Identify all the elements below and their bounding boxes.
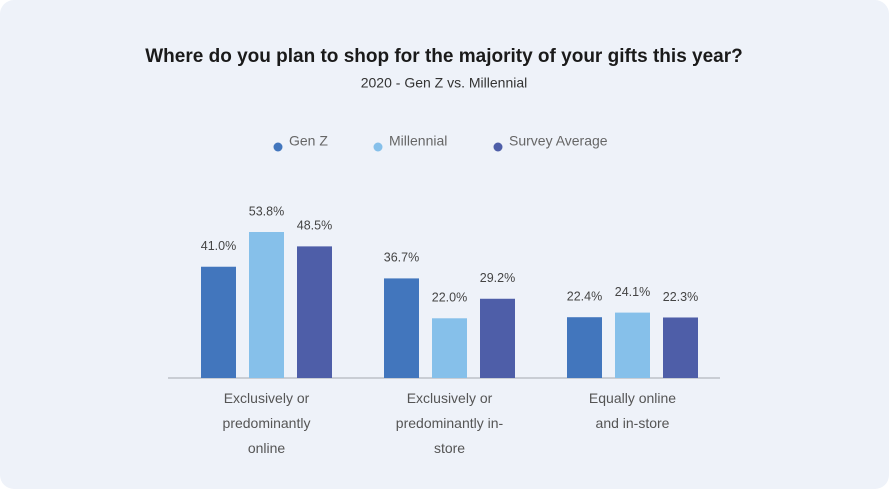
x-tick-label: Equally online and in-store — [588, 390, 677, 431]
value-label: 53.8% — [249, 204, 284, 218]
bar — [201, 266, 236, 378]
x-tick-label: Exclusively or predominantly online — [222, 390, 311, 456]
value-label: 48.5% — [297, 219, 332, 233]
value-label: 29.2% — [480, 271, 515, 285]
value-label: 22.3% — [663, 290, 698, 304]
bar — [432, 318, 467, 378]
bar — [297, 246, 332, 378]
value-label: 41.0% — [201, 239, 236, 253]
bar — [480, 298, 515, 378]
bar — [384, 278, 419, 378]
value-label: 22.0% — [432, 291, 467, 305]
legend-marker — [493, 142, 503, 152]
legend-marker — [373, 142, 383, 152]
bar — [663, 317, 698, 378]
legend-label: Survey Average — [509, 133, 608, 149]
value-label: 24.1% — [615, 285, 650, 299]
chart-title: Where do you plan to shop for the majori… — [145, 46, 743, 67]
bar — [615, 312, 650, 378]
x-tick-label: Exclusively or predominantly in-store — [395, 390, 504, 456]
bar — [249, 232, 284, 378]
legend-marker — [273, 142, 283, 152]
legend-label: Gen Z — [289, 133, 328, 149]
value-label: 22.4% — [567, 290, 602, 304]
bar — [567, 317, 602, 378]
value-label: 36.7% — [384, 251, 419, 265]
chart-subtitle: 2020 - Gen Z vs. Millennial — [361, 75, 528, 91]
legend-label: Millennial — [389, 133, 447, 149]
